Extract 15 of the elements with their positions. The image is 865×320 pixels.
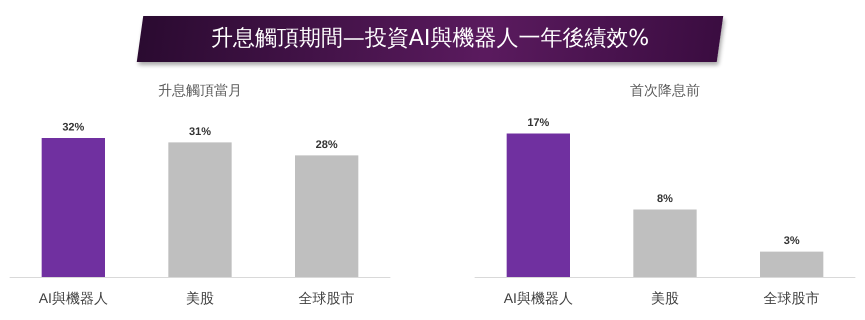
chart-title: 升息觸頂期間—投資AI與機器人一年後績效% bbox=[210, 25, 650, 53]
data-label: 3% bbox=[784, 235, 800, 248]
x-tick-label: 全球股市 bbox=[298, 290, 355, 306]
data-label: 8% bbox=[657, 192, 674, 205]
x-tick-label: 全球股市 bbox=[764, 290, 820, 306]
x-tick-label: AI與機器人 bbox=[504, 290, 573, 306]
x-tick-label: 美股 bbox=[651, 290, 679, 306]
data-label: 17% bbox=[527, 116, 550, 129]
x-tick-label: 美股 bbox=[186, 290, 214, 306]
chart-subtitle: 升息觸頂當月 bbox=[158, 82, 242, 98]
data-label: 32% bbox=[62, 122, 85, 134]
x-tick-label: AI與機器人 bbox=[38, 290, 108, 306]
chart-subtitle: 首次降息前 bbox=[630, 82, 700, 98]
data-label: 28% bbox=[316, 138, 338, 151]
data-label: 31% bbox=[188, 126, 212, 138]
